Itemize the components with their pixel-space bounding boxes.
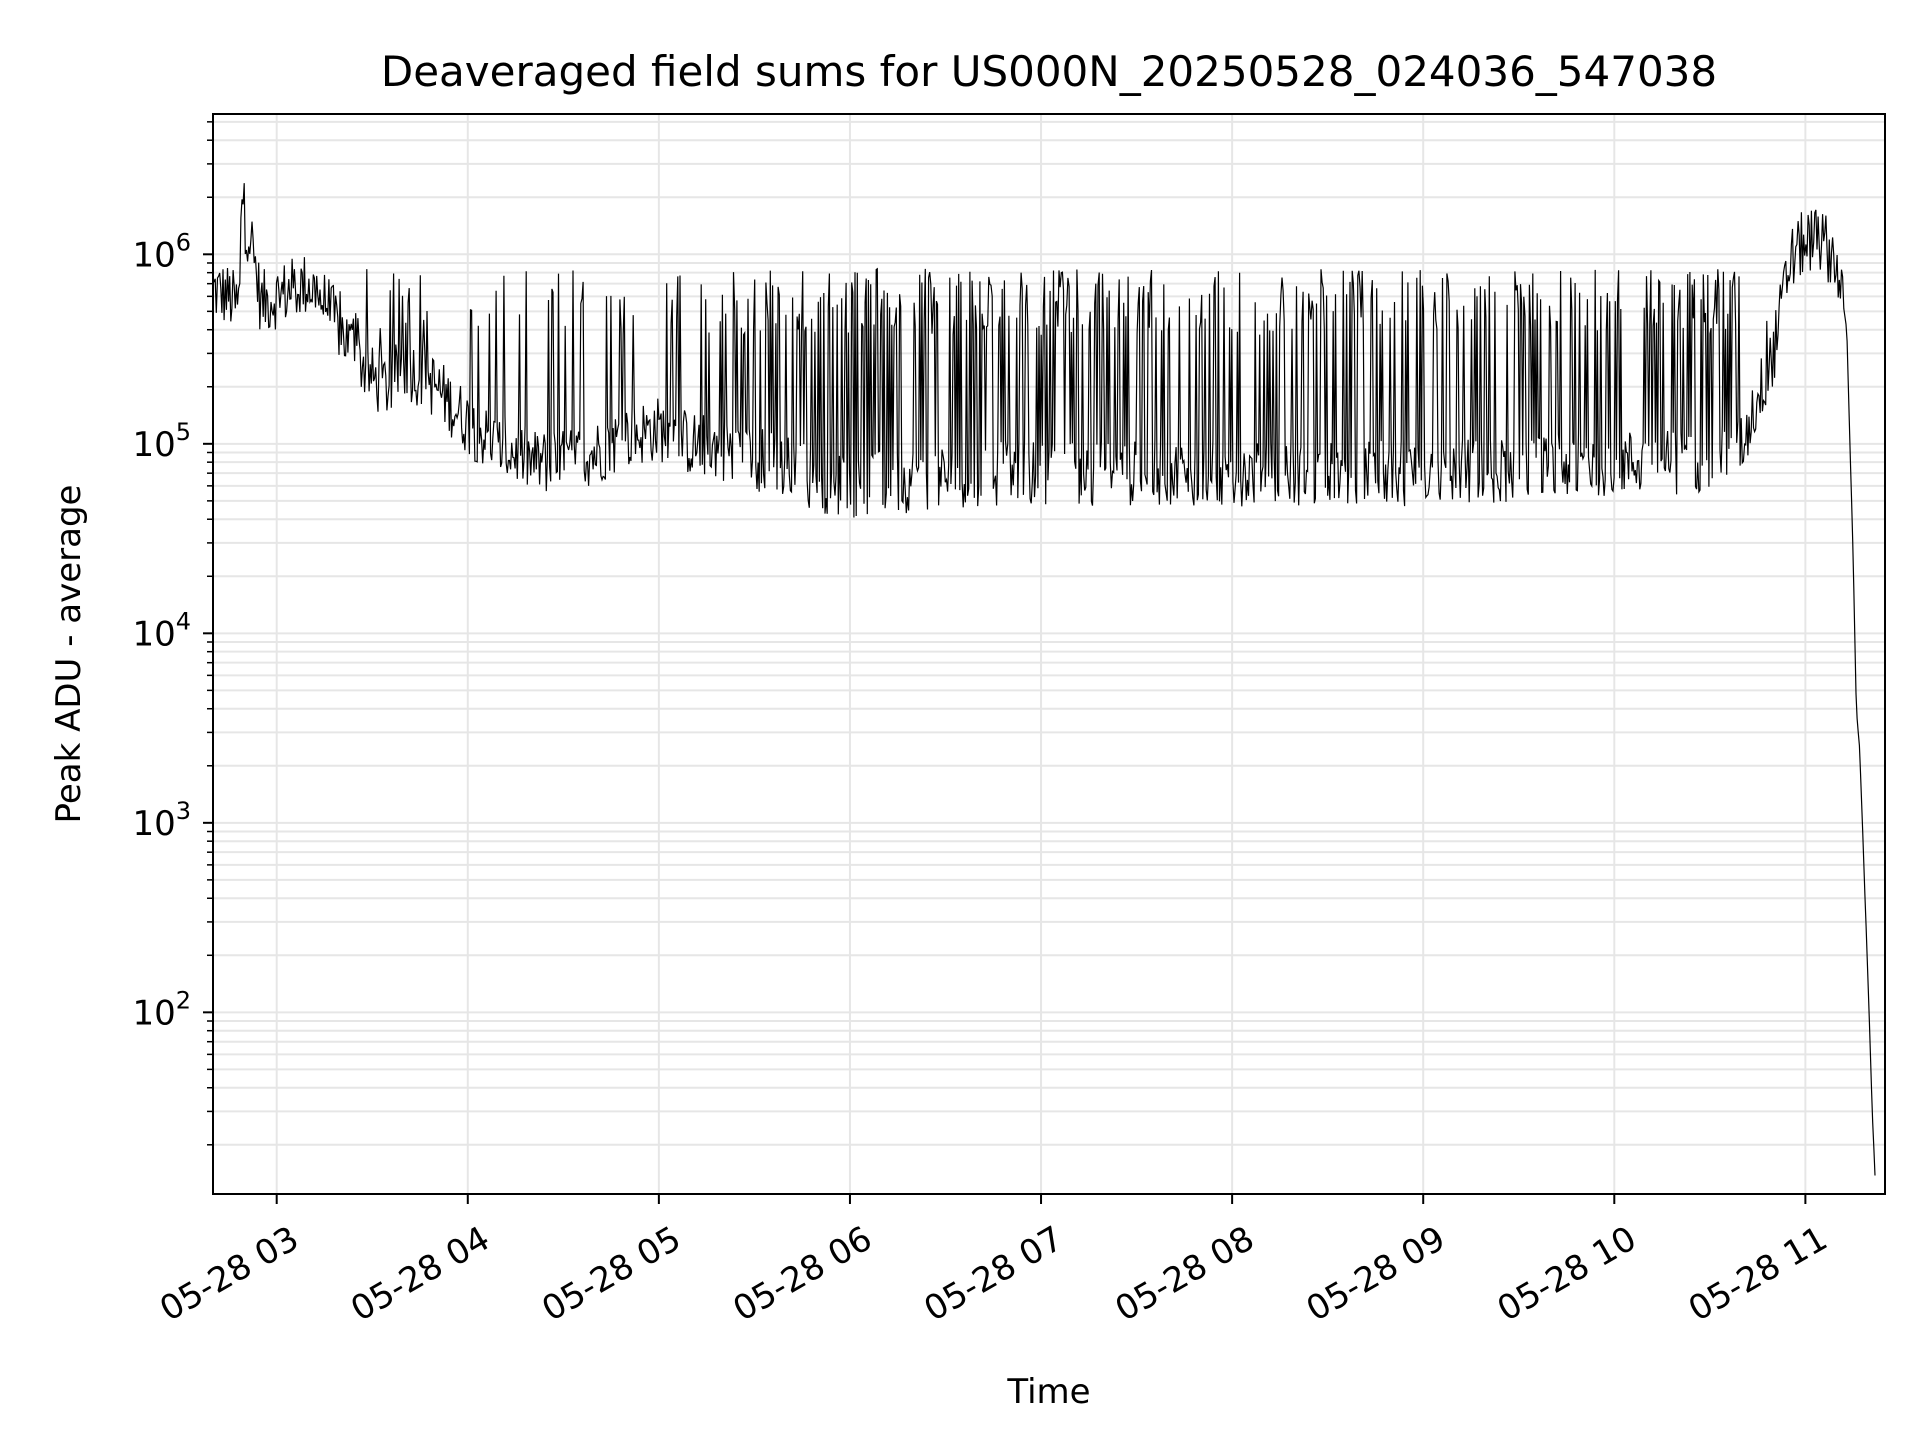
y-tick-label: 102 (132, 986, 191, 1033)
y-tick-exponent: 3 (176, 797, 191, 825)
series-layer (212, 183, 1876, 1176)
y-tick-label: 105 (132, 418, 191, 465)
series-line (212, 183, 1876, 1176)
y-tick-base: 10 (132, 425, 175, 465)
plot-frame (212, 113, 1886, 1195)
y-tick-exponent: 5 (176, 418, 191, 446)
chart-title: Deaveraged field sums for US000N_2025052… (381, 47, 1717, 96)
y-tick-base: 10 (132, 614, 175, 654)
y-tick-label: 106 (132, 228, 191, 275)
y-tick-base: 10 (132, 235, 175, 275)
y-tick-label: 104 (132, 607, 191, 654)
grid-layer (213, 114, 1885, 1194)
y-tick-base: 10 (132, 804, 175, 844)
y-tick-base: 10 (132, 993, 175, 1033)
y-tick-exponent: 4 (176, 607, 191, 635)
x-axis-label: Time (1006, 1372, 1090, 1412)
y-tick-exponent: 2 (176, 986, 191, 1014)
y-tick-exponent: 6 (176, 228, 191, 256)
y-axis-label: Peak ADU - average (49, 485, 89, 824)
y-tick-label: 103 (132, 797, 191, 844)
